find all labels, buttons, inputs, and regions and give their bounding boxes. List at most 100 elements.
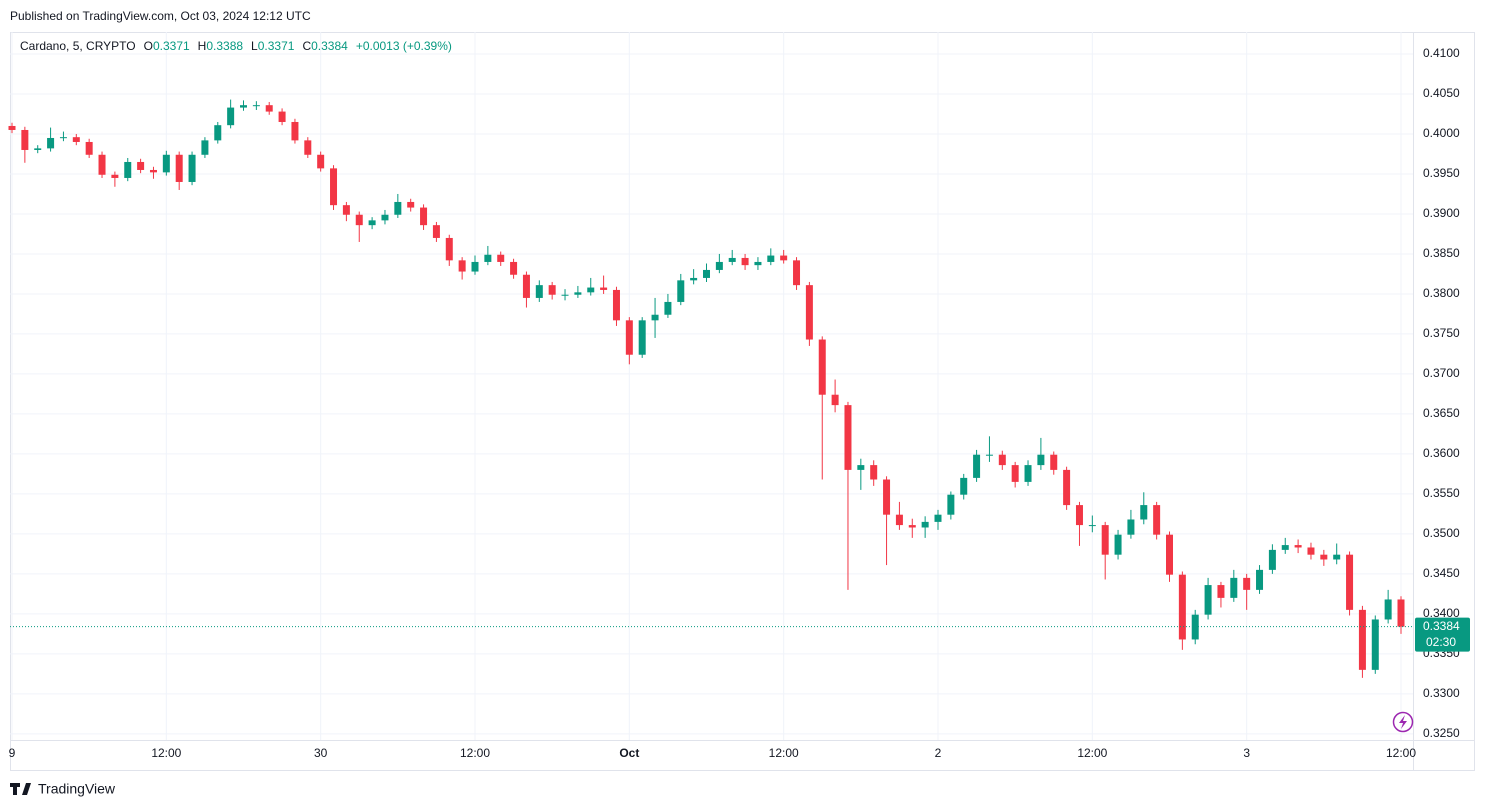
y-tick-label: 0.3900 bbox=[1423, 206, 1460, 220]
candle-body bbox=[625, 320, 633, 355]
candle-body bbox=[394, 201, 402, 215]
y-tick-label: 0.4000 bbox=[1423, 126, 1460, 140]
candle-body bbox=[1268, 549, 1276, 570]
candle-body bbox=[124, 161, 132, 178]
ohlc-label: C bbox=[302, 39, 311, 53]
ohlc-value: 0.3371 bbox=[258, 39, 295, 53]
candle-body bbox=[1050, 454, 1058, 470]
candle-body bbox=[831, 394, 839, 406]
y-tick-label: 0.3800 bbox=[1423, 286, 1460, 300]
candle-body bbox=[985, 454, 993, 456]
candle-body bbox=[407, 201, 415, 208]
candle-body bbox=[21, 129, 29, 150]
candle-body bbox=[137, 161, 145, 170]
candle-body bbox=[818, 339, 826, 395]
candle-body bbox=[535, 285, 543, 298]
y-tick-label: 0.3750 bbox=[1423, 326, 1460, 340]
change: +0.0013 (+0.39%) bbox=[356, 39, 452, 53]
candle-body bbox=[973, 454, 981, 478]
candle-body bbox=[1294, 545, 1302, 548]
candle-body bbox=[188, 154, 196, 182]
candle-body bbox=[1127, 519, 1135, 535]
published-note: Published on TradingView.com, Oct 03, 20… bbox=[10, 9, 311, 23]
countdown: 02:30 bbox=[1426, 635, 1456, 649]
candle-body bbox=[342, 205, 350, 215]
ohlc-label: O bbox=[144, 39, 153, 53]
axes: 0.4100 0.4050 0.4000 0.3950 0.3900 0.3850 0.38… bbox=[9, 46, 1470, 760]
candle-body bbox=[998, 454, 1006, 466]
candle-body bbox=[677, 280, 685, 302]
candle-body bbox=[522, 274, 530, 298]
candle-body bbox=[484, 254, 492, 262]
x-tick-label: Oct bbox=[619, 746, 639, 760]
y-tick-label: 0.3300 bbox=[1423, 686, 1460, 700]
y-tick-label: 0.3850 bbox=[1423, 246, 1460, 260]
y-tick-label: 0.3550 bbox=[1423, 486, 1460, 500]
x-tick-label: 12:00 bbox=[769, 746, 799, 760]
candle-body bbox=[72, 137, 80, 142]
x-tick-label: 12:00 bbox=[151, 746, 181, 760]
candle-body bbox=[162, 154, 170, 173]
candle-body bbox=[291, 121, 299, 141]
candle-body bbox=[304, 140, 312, 155]
y-tick-label: 0.3950 bbox=[1423, 166, 1460, 180]
x-tick-label: 12:00 bbox=[1077, 746, 1107, 760]
candle-body bbox=[355, 214, 363, 226]
candle-body bbox=[1307, 547, 1315, 555]
candle-body bbox=[638, 320, 646, 355]
candle-body bbox=[600, 287, 608, 290]
candle-body bbox=[703, 269, 710, 278]
candle-body bbox=[420, 207, 428, 226]
candle-body bbox=[98, 154, 106, 175]
candle-body bbox=[1114, 534, 1122, 555]
candle-body bbox=[895, 514, 903, 526]
y-tick-label: 0.3650 bbox=[1423, 406, 1460, 420]
candle-body bbox=[1204, 585, 1212, 615]
candle-body bbox=[201, 140, 209, 155]
candle-body bbox=[857, 465, 865, 470]
candle-body bbox=[278, 111, 286, 122]
candle-body bbox=[844, 405, 852, 470]
candle-body bbox=[793, 260, 801, 286]
candle-body bbox=[432, 225, 440, 238]
x-tick-label: 12:00 bbox=[1386, 746, 1416, 760]
ohlc-value: 0.3371 bbox=[153, 39, 190, 53]
candle-body bbox=[741, 257, 749, 266]
candle-body bbox=[1153, 505, 1161, 535]
candle-body bbox=[1011, 465, 1019, 482]
candle-body bbox=[754, 261, 762, 266]
candle-body bbox=[960, 477, 968, 495]
candle-body bbox=[780, 255, 788, 261]
x-tick-label: 2 bbox=[935, 746, 942, 760]
candle-body bbox=[1371, 619, 1379, 670]
candle-body bbox=[1333, 554, 1341, 560]
x-tick-label: 12:00 bbox=[460, 746, 490, 760]
candle-body bbox=[458, 260, 466, 272]
candle-body bbox=[1024, 465, 1032, 482]
candle-body bbox=[1075, 505, 1083, 526]
candle-body bbox=[715, 261, 723, 270]
candle-body bbox=[612, 289, 620, 321]
ohlc-label: H bbox=[198, 39, 207, 53]
candle-body bbox=[921, 521, 929, 528]
candle-body bbox=[510, 261, 518, 275]
candle-body bbox=[1230, 577, 1238, 598]
candle-body bbox=[59, 137, 67, 139]
candle-body bbox=[767, 255, 775, 262]
candle-body bbox=[381, 214, 389, 221]
grid bbox=[10, 32, 1413, 740]
symbol: Cardano, 5, CRYPTO bbox=[20, 39, 136, 53]
candle-body bbox=[1037, 454, 1045, 466]
candle-body bbox=[1281, 545, 1289, 550]
candle-body bbox=[870, 465, 878, 480]
x-tick-label: 9 bbox=[9, 746, 16, 760]
candle-body bbox=[149, 169, 157, 173]
candle-body bbox=[651, 314, 659, 321]
candle-body bbox=[85, 141, 93, 155]
candle-body bbox=[1166, 534, 1173, 575]
candle-body bbox=[8, 125, 16, 130]
candle-body bbox=[1358, 609, 1366, 670]
candle-body bbox=[111, 174, 119, 178]
candle-body bbox=[548, 285, 556, 295]
